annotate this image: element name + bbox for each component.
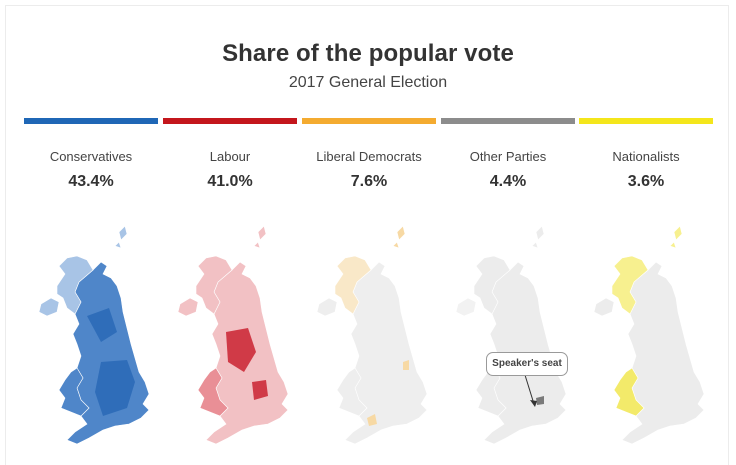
uk-map-nationalists[interactable] bbox=[586, 212, 716, 452]
map-region bbox=[197, 367, 229, 417]
map-region-highlight bbox=[536, 396, 544, 405]
party-color-bar bbox=[579, 118, 713, 124]
party-name: Labour bbox=[209, 149, 251, 164]
map-region bbox=[344, 261, 428, 445]
map-region bbox=[56, 255, 94, 315]
party-color-bar bbox=[441, 118, 575, 124]
map-region bbox=[613, 367, 645, 417]
map-region-highlight bbox=[403, 360, 409, 370]
map-region bbox=[114, 225, 128, 249]
annotation-pointer bbox=[524, 374, 537, 407]
party-column-labour[interactable]: Labour 41.0% bbox=[163, 118, 297, 458]
uk-map-conservatives[interactable] bbox=[31, 212, 161, 452]
party-vote-share: 41.0% bbox=[207, 173, 253, 190]
map-region bbox=[475, 367, 507, 417]
party-name: Conservatives bbox=[49, 149, 133, 164]
map-region bbox=[334, 255, 372, 315]
dashboard-frame bbox=[5, 5, 729, 465]
page-subtitle: 2017 General Election bbox=[288, 74, 448, 91]
map-region bbox=[195, 255, 233, 315]
map-region bbox=[392, 225, 406, 249]
party-color-bar bbox=[302, 118, 436, 124]
party-column-conservatives[interactable]: Conservatives 43.4% bbox=[24, 118, 158, 458]
party-name: Other Parties bbox=[469, 149, 547, 164]
speakers-seat-callout: Speaker's seat bbox=[486, 352, 568, 376]
party-vote-share: 7.6% bbox=[350, 173, 388, 190]
map-region bbox=[621, 261, 705, 445]
party-vote-share: 3.6% bbox=[627, 173, 665, 190]
uk-map-labour[interactable] bbox=[170, 212, 300, 452]
page-title: Share of the popular vote bbox=[222, 40, 514, 67]
map-region bbox=[593, 297, 615, 317]
map-region bbox=[316, 297, 338, 317]
map-region bbox=[58, 367, 90, 417]
map-region bbox=[66, 261, 150, 445]
map-region bbox=[473, 255, 511, 315]
map-region-highlight bbox=[226, 328, 256, 372]
map-region bbox=[38, 297, 60, 317]
party-color-bar bbox=[163, 118, 297, 124]
map-region bbox=[611, 255, 649, 315]
map-region-highlight bbox=[367, 414, 377, 426]
map-region bbox=[177, 297, 199, 317]
map-region-highlight bbox=[87, 308, 117, 342]
map-region bbox=[253, 225, 267, 249]
map-region bbox=[531, 225, 545, 249]
party-name: Liberal Democrats bbox=[316, 149, 422, 164]
party-vote-share: 4.4% bbox=[489, 173, 527, 190]
party-name: Nationalists bbox=[612, 149, 680, 164]
uk-map-liberal-democrats[interactable] bbox=[309, 212, 439, 452]
uk-map-other-parties[interactable] bbox=[448, 212, 578, 452]
party-column-liberal-democrats[interactable]: Liberal Democrats 7.6% bbox=[302, 118, 436, 458]
map-region bbox=[336, 367, 368, 417]
party-column-nationalists[interactable]: Nationalists 3.6% bbox=[579, 118, 713, 458]
map-region bbox=[455, 297, 477, 317]
party-vote-share: 43.4% bbox=[68, 173, 114, 190]
map-region-highlight bbox=[95, 360, 135, 416]
map-region-highlight bbox=[252, 380, 268, 400]
map-region bbox=[669, 225, 683, 249]
party-column-other-parties[interactable]: Other Parties 4.4% bbox=[441, 118, 575, 458]
party-color-bar bbox=[24, 118, 158, 124]
